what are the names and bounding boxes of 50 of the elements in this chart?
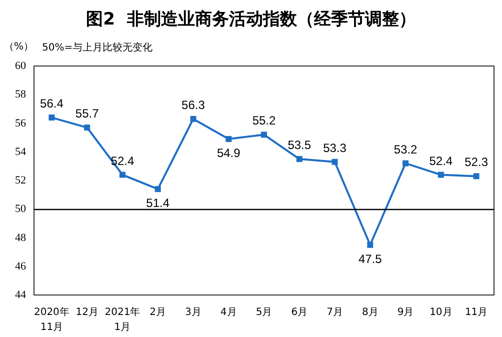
x-tick-label: 9月: [397, 307, 414, 318]
point: [261, 132, 267, 138]
text: 50%=与上月比较无变化: [42, 42, 153, 54]
x-tick-label: 4月: [220, 307, 237, 318]
data-label: 52.4: [429, 154, 453, 168]
x-tick-label: 8月: [362, 307, 378, 318]
point: [473, 173, 480, 180]
y-tick-label: 52: [15, 174, 26, 186]
data-label: 54.9: [216, 146, 241, 160]
y-tick-label: 58: [15, 88, 26, 101]
point: [84, 124, 90, 131]
x-tick-label: 2月: [150, 307, 166, 318]
x-tick-label: 2021年 1月: [104, 306, 140, 333]
data-label: 56.4: [40, 96, 64, 111]
point: [154, 186, 161, 192]
x-tick-label: 12月: [76, 307, 98, 318]
data-label: 55.2: [252, 114, 276, 128]
chart-title: 图2 非制造业商务活动指数（经季节调整）: [86, 10, 416, 30]
point: [226, 136, 232, 142]
y-axis-title: （%）: [4, 42, 34, 52]
data-label: 56.3: [182, 98, 206, 112]
point: [48, 114, 55, 121]
x-tick-label: 6月: [291, 307, 308, 318]
y-tick-label: 46: [15, 260, 26, 272]
point: [119, 172, 126, 178]
y-tick-label: 50: [15, 203, 26, 216]
data-label: 55.7: [75, 106, 100, 121]
x-tick-label: 5月: [256, 307, 272, 318]
y-tick-label: 56: [15, 117, 26, 130]
point: [190, 116, 196, 122]
point: [438, 172, 444, 178]
x-tick-label: 11月: [464, 307, 488, 318]
x-tick-label: 10月: [430, 307, 452, 318]
data-label: 53.3: [323, 140, 347, 155]
y-tick-label: 54: [15, 146, 26, 158]
data-label: 53.5: [288, 138, 312, 152]
point: [332, 158, 338, 165]
data-label: 52.3: [464, 155, 488, 170]
data-label: 53.2: [394, 142, 418, 156]
y-tick-label: 48: [15, 232, 26, 244]
data-label: 51.4: [146, 196, 170, 210]
point: [367, 242, 374, 248]
y-tick-label: 44: [15, 289, 26, 301]
point: [402, 160, 409, 166]
x-tick-label: 2020年 11月: [34, 306, 70, 333]
x-tick-label: 3月: [185, 307, 202, 318]
y-tick-label: 60: [15, 60, 26, 72]
x-tick-label: 7月: [326, 307, 343, 318]
point: [296, 156, 302, 162]
data-label: 47.5: [358, 252, 382, 266]
